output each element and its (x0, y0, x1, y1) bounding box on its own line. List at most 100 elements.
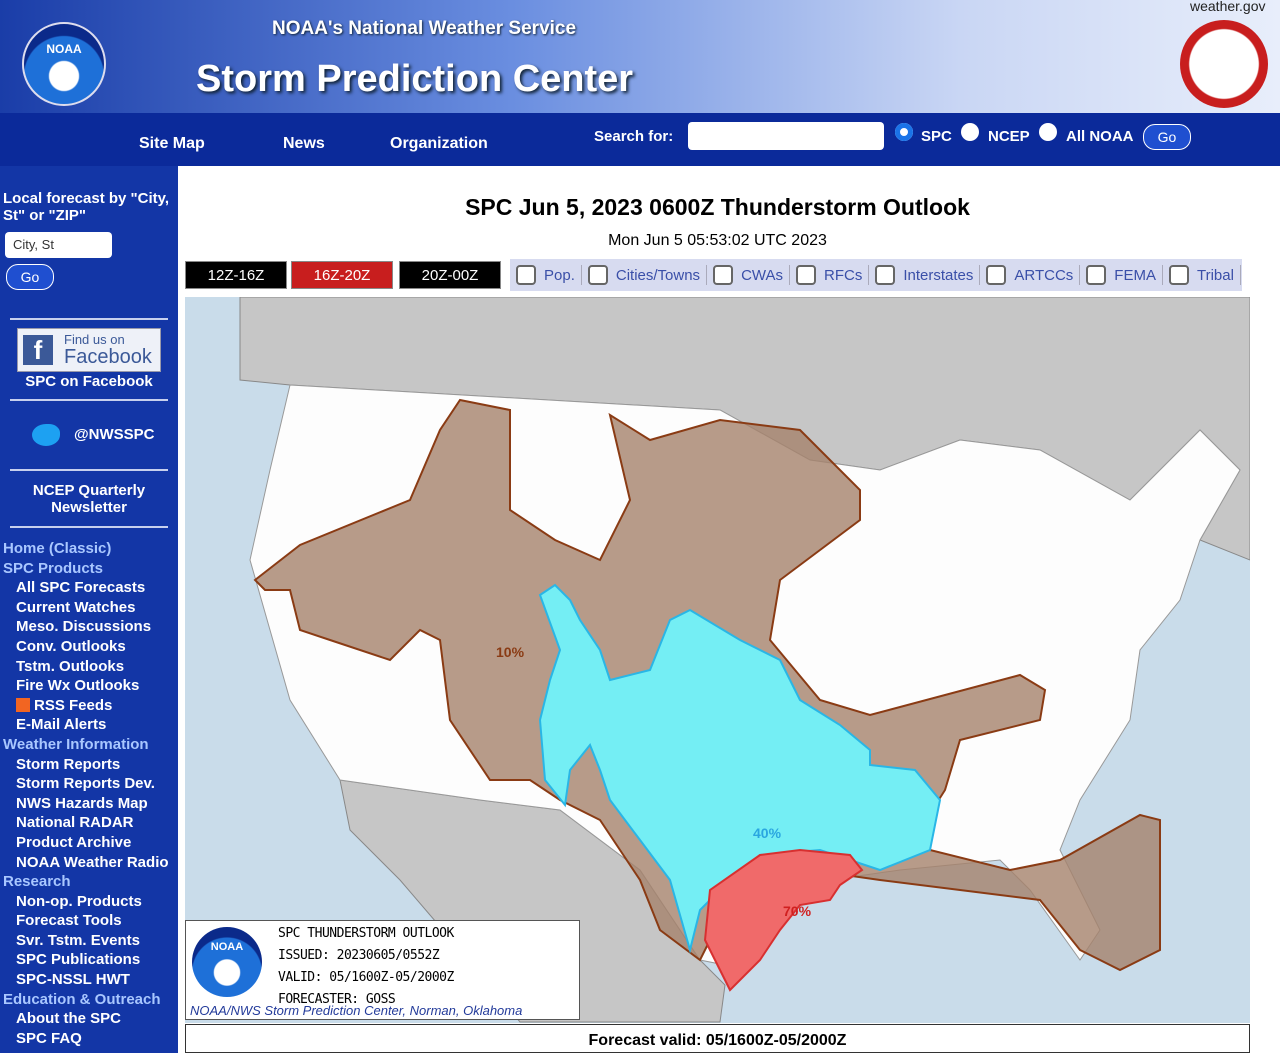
menu-link[interactable]: NOAA Weather Radio (16, 853, 169, 871)
twitter-link[interactable]: @NWSSPC (74, 426, 155, 443)
overlay-label[interactable]: Tribal (1196, 266, 1234, 284)
map-legend: NOAA SPC THUNDERSTORM OUTLOOK ISSUED: 202… (185, 920, 580, 1020)
overlay-toggle[interactable]: FEMA (1080, 265, 1163, 285)
legend-line: VALID: 05/1600Z-05/2000Z (278, 970, 454, 985)
overlay-label[interactable]: CWAs (741, 266, 784, 284)
weather-gov-link[interactable]: weather.gov (1190, 0, 1266, 14)
time-tab[interactable]: 16Z-20Z (291, 261, 393, 289)
menu-link[interactable]: Tstm. Outlooks (16, 657, 125, 675)
noaa-logo[interactable]: NOAA (22, 22, 106, 106)
checkbox[interactable] (875, 265, 896, 285)
divider (10, 526, 168, 528)
badge-big: Facebook (64, 346, 152, 368)
menu-link[interactable]: Non-op. Products (16, 892, 142, 910)
menu-link[interactable]: National RADAR (16, 814, 134, 832)
menu-heading[interactable]: SPC Products (3, 559, 104, 577)
overlay-toggle[interactable]: Cities/Towns (582, 265, 708, 285)
overlay-label[interactable]: Pop. (544, 266, 575, 284)
timestamp: Mon Jun 5 05:53:02 UTC 2023 (608, 232, 827, 249)
overlay-toggle[interactable]: ARTCCs (980, 265, 1081, 285)
legend-line: FORECASTER: GOSS (278, 992, 396, 1007)
divider (10, 318, 168, 320)
divider (10, 399, 168, 401)
sidebar: Local forecast by "City, St" or "ZIP" Ci… (0, 166, 178, 1053)
checkbox[interactable] (796, 265, 817, 285)
menu-link[interactable]: Fire Wx Outlooks (16, 677, 140, 695)
overlay-label[interactable]: RFCs (824, 266, 863, 284)
rss-icon (16, 697, 30, 712)
checkbox[interactable] (1168, 265, 1189, 285)
menu-link[interactable]: NWS Hazards Map (16, 794, 148, 812)
overlay-toggle[interactable]: Interstates (869, 265, 981, 285)
menu-link[interactable]: SPC FAQ (16, 1029, 82, 1047)
overlay-bar: Pop. Cities/Towns CWAs RFCs Interstates ARTCC… (510, 259, 1242, 291)
overlay-toggle[interactable]: RFCs (790, 265, 870, 285)
checkbox[interactable] (516, 265, 536, 285)
menu-link[interactable]: RSS Feeds (3, 696, 169, 716)
checkbox[interactable] (1086, 265, 1107, 285)
divider (10, 469, 168, 471)
twitter-icon[interactable] (32, 424, 60, 446)
radio-selected[interactable] (895, 123, 913, 141)
menu-heading[interactable]: Research (3, 873, 71, 891)
overlay-label[interactable]: ARTCCs (1014, 266, 1074, 284)
outlook-map: 10% 40% 70% (185, 297, 1250, 1023)
menu-heading[interactable]: Education & Outreach (3, 990, 161, 1008)
overlay-label[interactable]: Cities/Towns (615, 266, 701, 284)
checkbox[interactable] (587, 265, 608, 285)
tstm-40-area (538, 583, 942, 954)
radio-label[interactable]: NCEP (988, 128, 1030, 145)
menu-link[interactable]: E-Mail Alerts (16, 716, 107, 734)
menu-link[interactable]: Forecast Tools (16, 912, 122, 930)
area-label: 40% (753, 825, 782, 841)
radio[interactable] (961, 123, 979, 141)
logo-text: NOAA (210, 941, 244, 953)
time-tab[interactable]: 12Z-16Z (185, 261, 287, 289)
menu-link[interactable]: Storm Reports (16, 755, 121, 773)
overlay-toggle[interactable]: Tribal (1163, 265, 1241, 285)
overlay-label[interactable]: FEMA (1114, 266, 1156, 284)
nav-link[interactable]: Organization (390, 135, 488, 152)
nav-link[interactable]: Site Map (139, 135, 205, 152)
menu-link[interactable]: SPC-NSSL HWT (16, 971, 130, 989)
radio-label[interactable]: SPC (921, 128, 952, 145)
menu-link[interactable]: Current Watches (16, 598, 136, 616)
menu-link[interactable]: Storm Reports Dev. (16, 775, 155, 793)
legend-line: ISSUED: 20230605/0552Z (278, 948, 440, 963)
menu-link[interactable]: Product Archive (16, 833, 132, 851)
nav-link[interactable]: News (283, 135, 325, 152)
badge-small: Find us on (64, 332, 125, 347)
menu-link[interactable]: Svr. Tstm. Events (16, 931, 140, 949)
overlay-label[interactable]: Interstates (903, 266, 974, 284)
menu-heading[interactable]: Home (Classic) (3, 540, 112, 557)
menu-link[interactable]: Conv. Outlooks (16, 637, 126, 655)
search-button[interactable]: Go (1143, 124, 1191, 150)
checkbox[interactable] (986, 265, 1007, 285)
facebook-badge[interactable]: f Find us on Facebook (17, 328, 161, 372)
legend-line: SPC THUNDERSTORM OUTLOOK (278, 926, 454, 941)
nav-bar: Site Map News Organization Search for: S… (0, 113, 1280, 166)
menu-heading[interactable]: Weather Information (3, 735, 149, 753)
menu-link[interactable]: About the SPC (16, 1010, 121, 1028)
newsletter-link[interactable]: NCEP Quarterly Newsletter (32, 482, 146, 516)
time-tab[interactable]: 20Z-00Z (399, 261, 501, 289)
tstm-70-area (703, 848, 864, 992)
checkbox[interactable] (713, 265, 734, 285)
forecast-input[interactable]: City, St (5, 232, 112, 258)
radio-label[interactable]: All NOAA (1066, 128, 1134, 145)
radio[interactable] (1039, 123, 1057, 141)
overlay-toggle[interactable]: CWAs (707, 265, 791, 285)
overlay-toggle[interactable]: Pop. (510, 265, 582, 285)
area-label: 70% (783, 903, 812, 919)
facebook-link[interactable]: SPC on Facebook (25, 373, 153, 390)
logo-text: NOAA (46, 42, 82, 56)
legend-logo: NOAA (192, 927, 262, 997)
menu-link[interactable]: Meso. Discussions (16, 618, 152, 636)
legend-lines: SPC THUNDERSTORM OUTLOOK ISSUED: 20230605… (278, 923, 454, 1011)
search-input[interactable] (688, 122, 884, 150)
forecast-button[interactable]: Go (6, 264, 54, 290)
nws-logo[interactable] (1180, 20, 1268, 108)
menu-link[interactable]: SPC Publications (16, 951, 141, 969)
menu-link[interactable]: All SPC Forecasts (16, 579, 146, 597)
